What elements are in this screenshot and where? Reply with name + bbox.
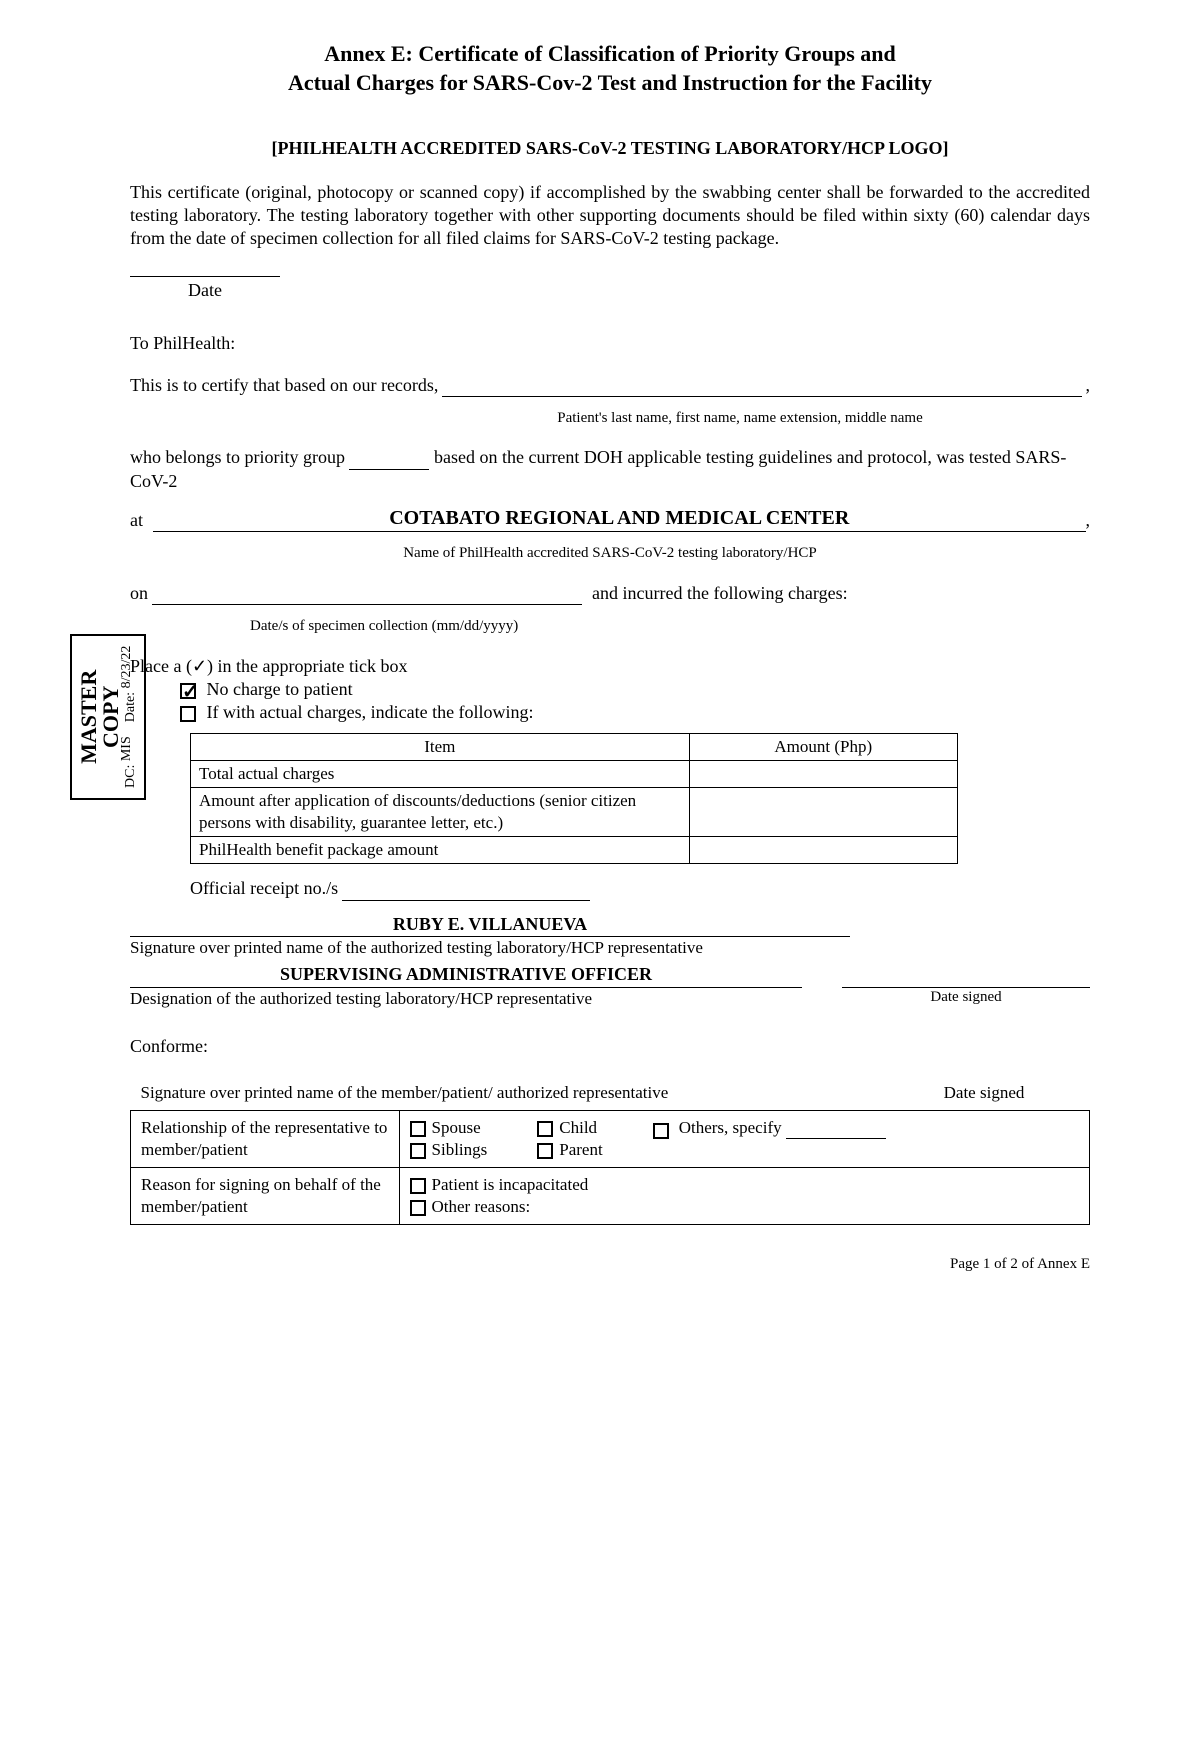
conforme-header-row: Signature over printed name of the membe… — [131, 1076, 1090, 1111]
rep-date-signed-field[interactable] — [842, 963, 1090, 987]
facility-name: COTABATO REGIONAL AND MEDICAL CENTER — [153, 505, 1086, 532]
cell-item: Total actual charges — [191, 760, 690, 787]
page-footer: Page 1 of 2 of Annex E — [130, 1255, 1090, 1275]
certify-row: This is to certify that based on our rec… — [130, 374, 1090, 397]
designation-caption: Designation of the authorized testing la… — [130, 988, 802, 1010]
stamp-date-value: 8/23/22 — [119, 646, 134, 689]
patient-name-field[interactable] — [442, 396, 1081, 397]
option-with-charges-row: If with actual charges, indicate the fol… — [180, 701, 1090, 724]
to-line: To PhilHealth: — [130, 332, 1090, 355]
master-copy-stamp: MASTER COPY DC: MIS Date: 8/23/22 — [70, 634, 146, 800]
certify-prefix: This is to certify that based on our rec… — [130, 374, 438, 397]
relationship-label: Relationship of the representative to me… — [131, 1111, 400, 1168]
cell-amount[interactable] — [689, 760, 957, 787]
checkbox-with-charges[interactable] — [180, 706, 196, 722]
checkbox-siblings[interactable] — [410, 1143, 426, 1159]
checkbox-no-charge[interactable] — [180, 683, 196, 699]
conforme-table: Signature over printed name of the membe… — [130, 1076, 1090, 1225]
cell-amount[interactable] — [689, 837, 957, 864]
priority-group-field[interactable] — [349, 469, 429, 470]
opt-spouse: Spouse — [432, 1118, 481, 1137]
title-line-1: Annex E: Certificate of Classification o… — [130, 40, 1090, 69]
specimen-date-field[interactable] — [152, 604, 582, 605]
reason-label: Reason for signing on behalf of the memb… — [131, 1168, 400, 1225]
cell-amount[interactable] — [689, 787, 957, 836]
col-amount: Amount (Php) — [689, 733, 957, 760]
cell-item: Amount after application of discounts/de… — [191, 787, 690, 836]
document-title: Annex E: Certificate of Classification o… — [130, 40, 1090, 97]
comma2: , — [1086, 509, 1091, 532]
opt-parent: Parent — [559, 1140, 602, 1159]
priority-prefix: who belongs to priority group — [130, 447, 345, 467]
table-row: Total actual charges — [191, 760, 958, 787]
priority-row: who belongs to priority group based on t… — [130, 446, 1090, 493]
option-no-charge-row: No charge to patient — [180, 678, 1090, 701]
signatory-caption: Signature over printed name of the autho… — [130, 937, 1090, 959]
col-item: Item — [191, 733, 690, 760]
checkbox-child[interactable] — [537, 1121, 553, 1137]
conforme-sig-caption: Signature over printed name of the membe… — [131, 1076, 879, 1111]
charges-table: Item Amount (Php) Total actual charges A… — [190, 733, 958, 864]
comma: , — [1086, 374, 1091, 397]
title-line-2: Actual Charges for SARS-Cov-2 Test and I… — [130, 69, 1090, 98]
others-specify-field[interactable] — [786, 1138, 886, 1139]
checkbox-spouse[interactable] — [410, 1121, 426, 1137]
table-row: PhilHealth benefit package amount — [191, 837, 958, 864]
conforme-label: Conforme: — [130, 1035, 1090, 1058]
logo-placeholder: [PHILHEALTH ACCREDITED SARS-CoV-2 TESTIN… — [130, 137, 1090, 160]
relationship-row: Relationship of the representative to me… — [131, 1111, 1090, 1168]
opt-child: Child — [559, 1118, 597, 1137]
reason-row: Reason for signing on behalf of the memb… — [131, 1168, 1090, 1225]
on-label: on — [130, 582, 148, 605]
receipt-row: Official receipt no./s — [190, 876, 590, 900]
opt-siblings: Siblings — [432, 1140, 488, 1159]
reason-options-cell: Patient is incapacitated Other reasons: — [399, 1168, 1089, 1225]
checkbox-other-reason[interactable] — [410, 1200, 426, 1216]
table-row: Amount after application of discounts/de… — [191, 787, 958, 836]
opt-other-reason: Other reasons: — [432, 1197, 531, 1216]
stamp-dc-value: MIS — [119, 736, 134, 761]
date-field-label: Date — [130, 276, 280, 302]
specimen-caption: Date/s of specimen collection (mm/dd/yyy… — [250, 617, 1090, 637]
intro-paragraph: This certificate (original, photocopy or… — [130, 181, 1090, 251]
facility-caption: Name of PhilHealth accredited SARS-CoV-2… — [130, 544, 1090, 564]
checkbox-others[interactable] — [653, 1123, 669, 1139]
facility-row: at COTABATO REGIONAL AND MEDICAL CENTER … — [130, 505, 1090, 532]
receipt-label: Official receipt no./s — [190, 877, 338, 900]
checkbox-incapacitated[interactable] — [410, 1178, 426, 1194]
stamp-dc-label: DC: — [123, 765, 138, 788]
opt-others: Others, specify — [679, 1117, 782, 1139]
incurred-text: and incurred the following charges: — [592, 582, 848, 605]
checkbox-parent[interactable] — [537, 1143, 553, 1159]
option-no-charge-label: No charge to patient — [207, 679, 353, 699]
designation-row: SUPERVISING ADMINISTRATIVE OFFICER Desig… — [130, 963, 1090, 1009]
signatory-name: RUBY E. VILLANUEVA — [130, 913, 850, 937]
table-header-row: Item Amount (Php) — [191, 733, 958, 760]
stamp-date-label: Date: — [123, 692, 138, 722]
tick-instruction: Place a (✓) in the appropriate tick box — [130, 655, 1090, 678]
rep-date-signed-label: Date signed — [842, 988, 1090, 1008]
at-label: at — [130, 509, 143, 532]
specimen-date-row: on and incurred the following charges: — [130, 582, 1090, 605]
option-with-charges-label: If with actual charges, indicate the fol… — [207, 702, 534, 722]
signatory-block: RUBY E. VILLANUEVA Signature over printe… — [130, 913, 1090, 959]
relationship-options-cell: Spouse Siblings Child Parent Others, spe… — [399, 1111, 1089, 1168]
cell-item: PhilHealth benefit package amount — [191, 837, 690, 864]
patient-caption: Patient's last name, first name, name ex… — [390, 409, 1090, 429]
receipt-field[interactable] — [342, 876, 590, 900]
designation-value: SUPERVISING ADMINISTRATIVE OFFICER — [130, 963, 802, 987]
conforme-date-signed-label: Date signed — [879, 1076, 1090, 1111]
opt-incapacitated: Patient is incapacitated — [432, 1175, 589, 1194]
